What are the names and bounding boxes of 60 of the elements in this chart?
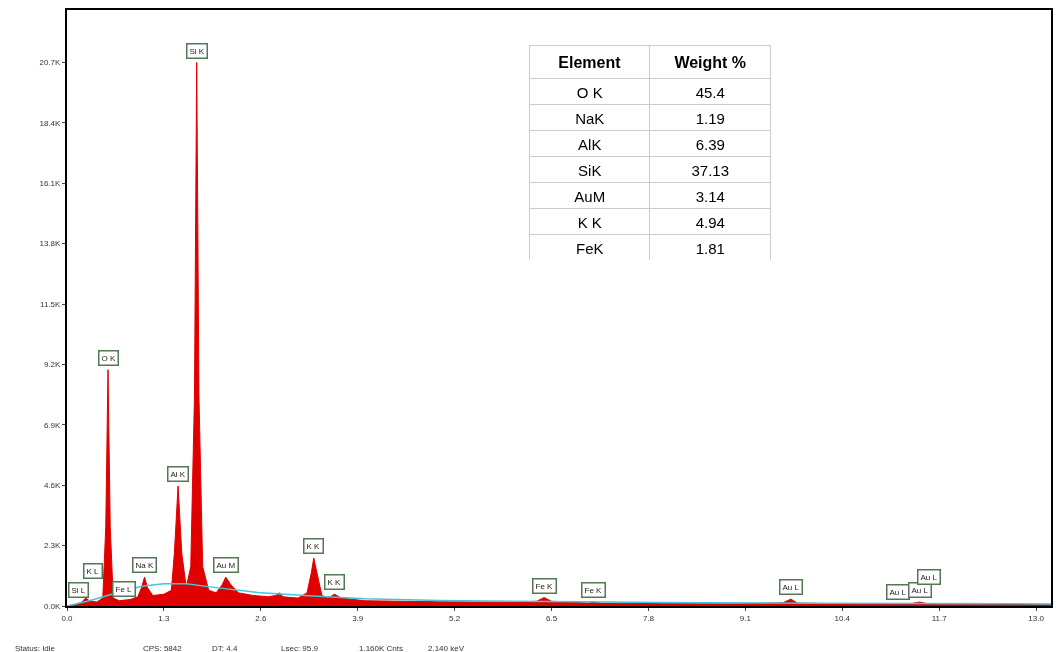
- annotation: O K: [101, 353, 116, 363]
- annotation: Au M: [216, 560, 236, 570]
- annotation: 4.94: [695, 214, 725, 232]
- annotation: Si L: [71, 585, 86, 595]
- text: 1.160K Cnts: [359, 644, 404, 652]
- annotation: FeK: [575, 240, 604, 258]
- line-series: [67, 582, 1051, 606]
- text: CPS: 5842: [143, 644, 183, 652]
- y-tick-label: 6.9K: [43, 420, 62, 430]
- x-tick-label: 2.6: [255, 613, 267, 623]
- annotation: 37.13: [691, 162, 729, 180]
- annotation: O K: [576, 84, 603, 102]
- text: DT: 4.4: [212, 644, 238, 652]
- y-tick-label: 0.0K: [43, 601, 62, 611]
- y-tick-label: 9.2K: [43, 360, 62, 370]
- annotation: K K: [327, 577, 342, 587]
- annotation: K L: [86, 566, 100, 576]
- text: Lsec: 95.9: [281, 644, 319, 652]
- annotation: 45.4: [695, 84, 725, 102]
- annotation: NaK: [575, 110, 605, 128]
- text: Status: Idle: [15, 644, 56, 652]
- annotation: AlK: [578, 136, 602, 154]
- y-tick-label: 11.5K: [40, 299, 62, 309]
- x-tick-label: 0.0: [61, 613, 74, 623]
- annotation: Weight %: [674, 53, 747, 71]
- annotation: Al K: [170, 469, 186, 479]
- annotation: 1.19: [695, 110, 725, 128]
- annotation: Si K: [189, 46, 205, 56]
- y-tick-label: 16.1K: [39, 179, 62, 189]
- annotation: Au L: [920, 572, 938, 582]
- y-tick-label: 13.8K: [39, 239, 62, 249]
- annotation: Au L: [782, 582, 800, 592]
- x-tick-label: 11.7: [931, 613, 948, 623]
- text: 2.140 keV: [428, 644, 465, 652]
- y-tick-label: 4.6K: [43, 481, 62, 491]
- x-tick-label: 13.0: [1028, 613, 1045, 623]
- annotation: Fe K: [584, 585, 603, 595]
- x-tick-label: 3.9: [352, 613, 364, 623]
- x-tick-label: 5.2: [449, 613, 461, 623]
- annotation: Fe K: [535, 581, 554, 591]
- annotation: K K: [577, 214, 602, 232]
- annotation: 6.39: [695, 136, 725, 154]
- annotation: 3.14: [695, 188, 725, 206]
- annotation: Na K: [135, 560, 154, 570]
- annotation: K K: [306, 541, 321, 551]
- y-tick-label: 18.4K: [39, 118, 62, 128]
- annotation: Element: [558, 53, 622, 71]
- y-tick-label: 20.7K: [39, 58, 62, 68]
- annotation: SiK: [578, 162, 602, 180]
- annotation: Au L: [889, 587, 907, 597]
- x-tick-label: 7.8: [642, 613, 655, 623]
- annotation: AuM: [574, 188, 606, 206]
- x-tick-label: 9.1: [739, 613, 752, 623]
- annotation: Au L: [911, 585, 929, 595]
- annotation: 1.81: [695, 240, 725, 258]
- y-tick-label: 2.3K: [43, 541, 62, 551]
- annotation: Fe L: [115, 584, 133, 594]
- x-tick-label: 6.5: [545, 613, 558, 623]
- x-tick-label: 1.3: [158, 613, 171, 623]
- x-tick-label: 10.4: [834, 613, 851, 623]
